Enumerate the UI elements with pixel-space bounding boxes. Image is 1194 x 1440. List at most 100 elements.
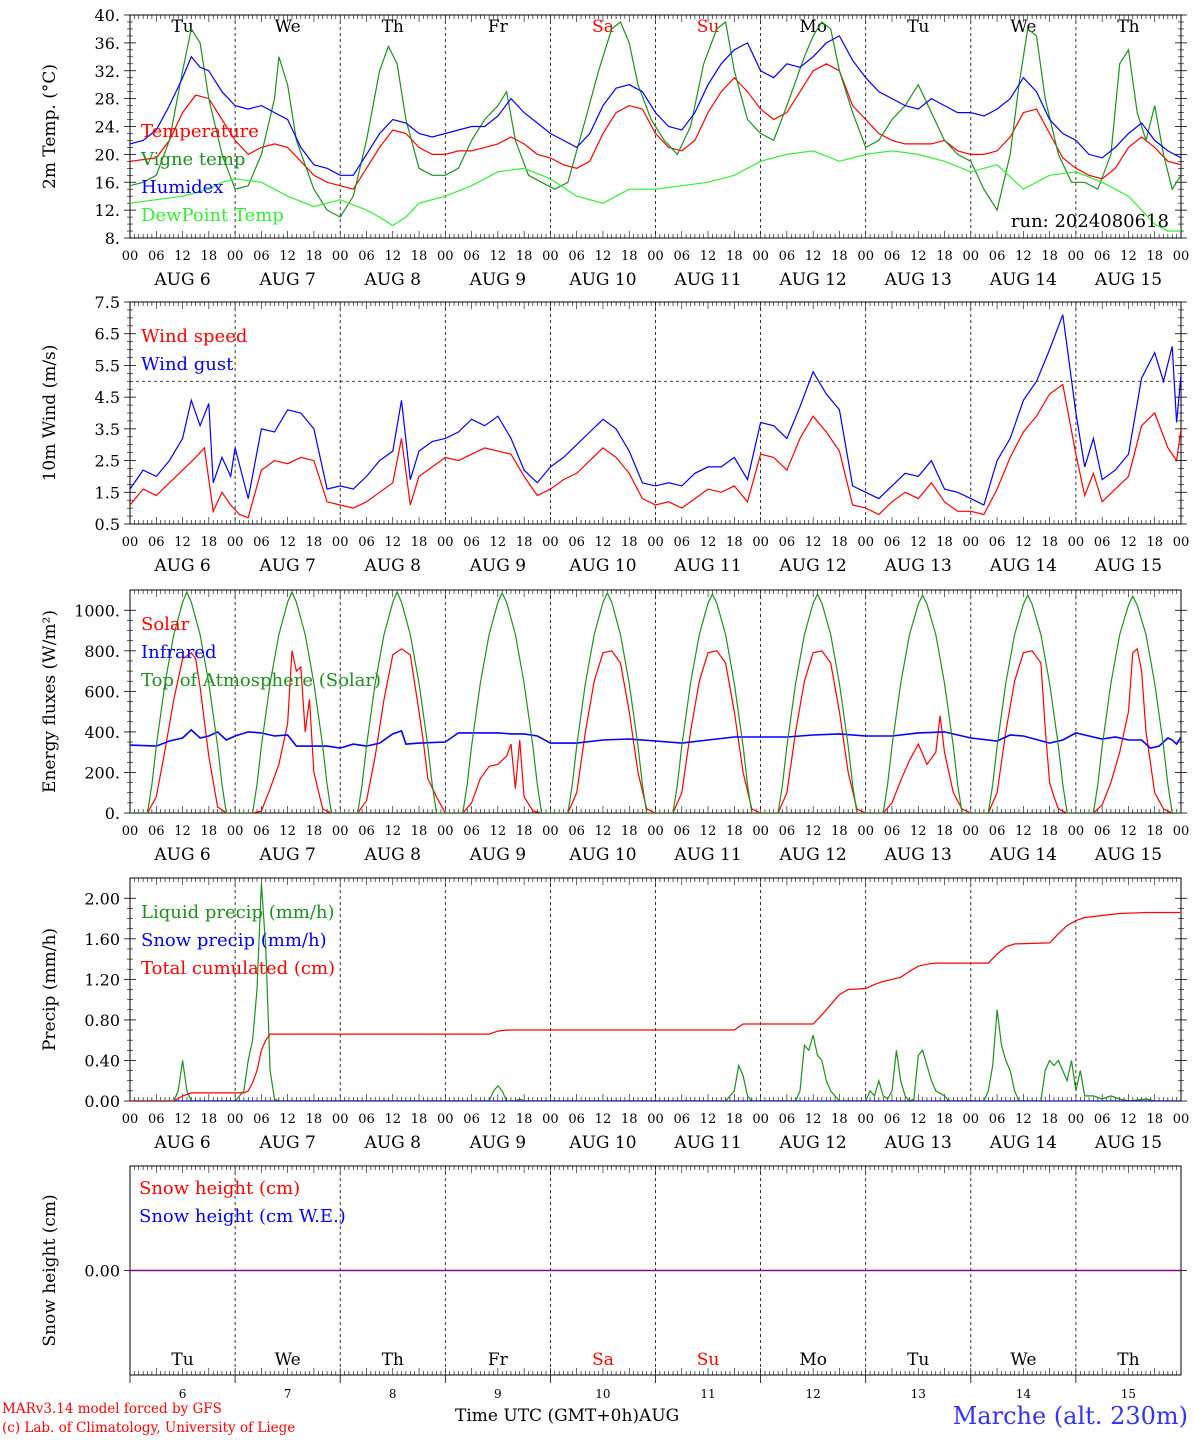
hour-tick-label: 00 bbox=[963, 1112, 980, 1127]
hour-tick-label: 12 bbox=[1015, 824, 1032, 839]
series-line-solar bbox=[130, 647, 1181, 813]
hour-tick-label: 06 bbox=[463, 824, 480, 839]
hour-tick-label: 06 bbox=[568, 824, 585, 839]
legend-entry: Wind speed bbox=[141, 326, 247, 347]
hour-tick-label: 00 bbox=[752, 1112, 769, 1127]
hour-tick-label: 00 bbox=[227, 249, 244, 264]
date-label: AUG 15 bbox=[1094, 270, 1162, 290]
y-axis-title: Snow height (cm) bbox=[40, 1194, 60, 1346]
day-number-label: 7 bbox=[284, 1387, 292, 1401]
hour-tick-label: 18 bbox=[1146, 535, 1163, 550]
run-annotation: run: 2024080618 bbox=[1011, 211, 1169, 232]
series-line-wind-speed bbox=[130, 383, 1181, 519]
hour-tick-label: 12 bbox=[700, 249, 717, 264]
y-tick-label: 12. bbox=[95, 201, 120, 220]
hour-tick-label: 00 bbox=[332, 249, 349, 264]
y-tick-label: 4.5 bbox=[95, 388, 120, 407]
hour-tick-label: 18 bbox=[411, 1112, 428, 1127]
hour-tick-label: 18 bbox=[1041, 824, 1058, 839]
hour-tick-label: 12 bbox=[384, 249, 401, 264]
hour-tick-label: 06 bbox=[884, 824, 901, 839]
y-tick-label: 36. bbox=[95, 34, 120, 53]
hour-tick-label: 00 bbox=[1173, 249, 1190, 264]
date-label: AUG 15 bbox=[1094, 556, 1162, 576]
hour-tick-label: 00 bbox=[963, 824, 980, 839]
legend-entry: Snow height (cm W.E.) bbox=[139, 1206, 346, 1227]
hour-tick-label: 06 bbox=[358, 824, 375, 839]
series-line-wind-gust bbox=[130, 314, 1181, 506]
weekday-label: Th bbox=[1117, 1350, 1139, 1370]
time-axis-title: Time UTC (GMT+0h) bbox=[455, 1406, 640, 1426]
hour-tick-label: 06 bbox=[674, 535, 691, 550]
hour-tick-label: 12 bbox=[910, 249, 927, 264]
y-tick-label: 400. bbox=[84, 723, 120, 742]
hour-tick-label: 12 bbox=[1120, 535, 1137, 550]
hour-tick-label: 00 bbox=[752, 824, 769, 839]
day-number-label: 11 bbox=[700, 1387, 715, 1401]
hour-tick-label: 06 bbox=[989, 824, 1006, 839]
hour-tick-label: 18 bbox=[936, 535, 953, 550]
weekday-label: Mo bbox=[799, 17, 827, 37]
hour-tick-label: 12 bbox=[910, 535, 927, 550]
weekday-label: Th bbox=[382, 1350, 404, 1370]
date-label: AUG 13 bbox=[884, 1133, 952, 1153]
hour-tick-label: 18 bbox=[726, 1112, 743, 1127]
hour-tick-label: 12 bbox=[490, 824, 507, 839]
y-tick-label: 1.60 bbox=[84, 930, 120, 949]
day-number-label: 9 bbox=[494, 1387, 502, 1401]
y-axis-title: 10m Wind (m/s) bbox=[40, 345, 60, 482]
date-label: AUG 6 bbox=[153, 1133, 210, 1153]
hour-tick-label: 06 bbox=[568, 535, 585, 550]
hour-tick-label: 06 bbox=[463, 535, 480, 550]
hour-tick-label: 18 bbox=[621, 824, 638, 839]
hour-tick-label: 18 bbox=[936, 824, 953, 839]
hour-tick-label: 18 bbox=[306, 535, 323, 550]
weekday-label: Tu bbox=[171, 17, 193, 37]
hour-tick-label: 00 bbox=[332, 1112, 349, 1127]
legend-entry: Snow precip (mm/h) bbox=[141, 930, 327, 951]
hour-tick-label: 06 bbox=[779, 1112, 796, 1127]
y-tick-label: 2.00 bbox=[84, 889, 120, 908]
date-label: AUG 9 bbox=[469, 1133, 526, 1153]
hour-tick-label: 06 bbox=[1094, 824, 1111, 839]
weekday-label: Tu bbox=[171, 1350, 193, 1370]
hour-tick-label: 12 bbox=[595, 824, 612, 839]
hour-tick-label: 18 bbox=[726, 824, 743, 839]
legend-entry: Total cumulated (cm) bbox=[141, 958, 335, 979]
hour-tick-label: 18 bbox=[201, 535, 218, 550]
hour-tick-label: 12 bbox=[174, 1112, 191, 1127]
hour-tick-label: 12 bbox=[595, 249, 612, 264]
hour-tick-label: 06 bbox=[779, 824, 796, 839]
hour-tick-label: 06 bbox=[568, 249, 585, 264]
hour-tick-label: 00 bbox=[963, 535, 980, 550]
hour-tick-label: 18 bbox=[936, 249, 953, 264]
hour-tick-label: 06 bbox=[674, 1112, 691, 1127]
legend-entry: Solar bbox=[141, 614, 190, 635]
hour-tick-label: 12 bbox=[279, 824, 296, 839]
hour-tick-label: 18 bbox=[1146, 1112, 1163, 1127]
hour-tick-label: 18 bbox=[411, 824, 428, 839]
panel-2: 0.5 1.5 2.5 3.5 4.5 5.5 6.5 7.5 10m Wind (m/s) 00… bbox=[40, 293, 1189, 576]
weekday-label: We bbox=[275, 1350, 301, 1370]
hour-tick-label: 06 bbox=[148, 824, 165, 839]
day-number-label: 14 bbox=[1016, 1387, 1032, 1401]
hour-tick-label: 12 bbox=[910, 1112, 927, 1127]
hour-tick-label: 06 bbox=[253, 1112, 270, 1127]
date-label: AUG 10 bbox=[568, 270, 636, 290]
hour-tick-label: 00 bbox=[647, 535, 664, 550]
date-label: AUG 8 bbox=[364, 270, 421, 290]
hour-tick-label: 12 bbox=[174, 824, 191, 839]
hour-tick-label: 12 bbox=[384, 535, 401, 550]
hour-tick-label: 06 bbox=[148, 1112, 165, 1127]
date-label: AUG 6 bbox=[153, 270, 210, 290]
weekday-label: We bbox=[1010, 17, 1036, 37]
hour-tick-label: 06 bbox=[253, 535, 270, 550]
hour-tick-label: 12 bbox=[1015, 249, 1032, 264]
hour-tick-label: 12 bbox=[174, 249, 191, 264]
series-line-top-of-atmosphere-solar- bbox=[130, 590, 1181, 813]
hour-tick-label: 18 bbox=[516, 824, 533, 839]
hour-tick-label: 06 bbox=[989, 1112, 1006, 1127]
hour-tick-label: 00 bbox=[752, 249, 769, 264]
hour-tick-label: 12 bbox=[1120, 824, 1137, 839]
y-tick-label: 28. bbox=[95, 90, 120, 109]
